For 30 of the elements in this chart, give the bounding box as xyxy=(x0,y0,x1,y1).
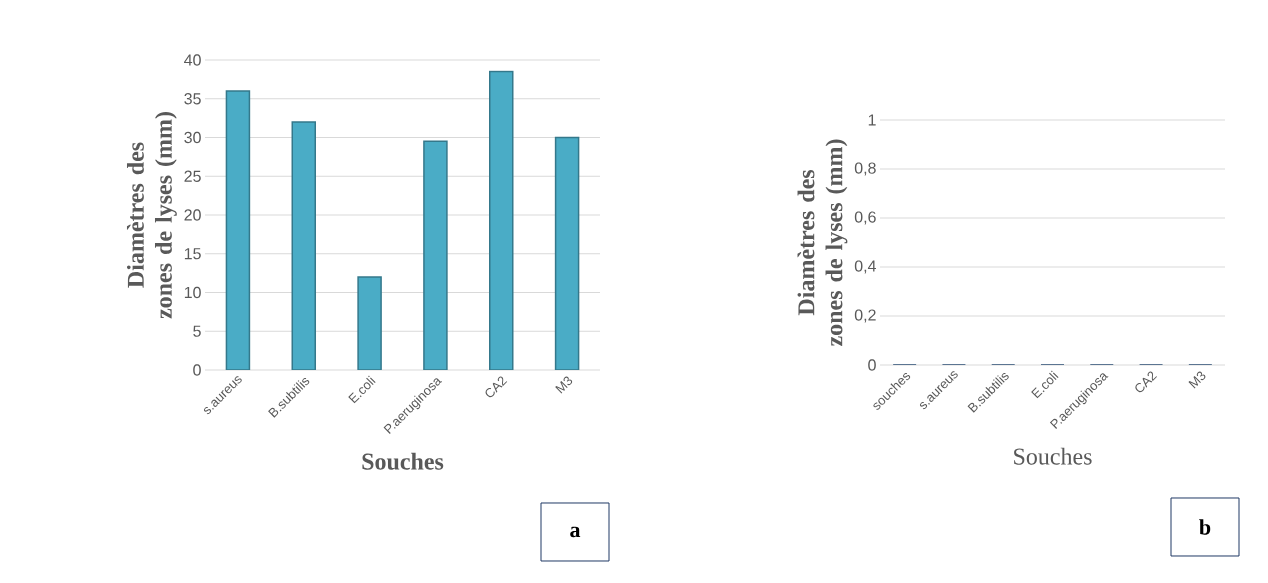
bar xyxy=(291,121,317,370)
bar xyxy=(423,140,448,370)
y-tick-label: 0 xyxy=(193,364,201,376)
y-tick-label: 25 xyxy=(184,170,201,182)
y-tick-label: 10 xyxy=(184,286,201,299)
y-tick-label: 0,6 xyxy=(854,211,876,225)
y-tick-label: 0,2 xyxy=(854,309,876,323)
x-tick-label: M3 xyxy=(555,376,573,394)
x-axis-title: Souches xyxy=(1014,447,1092,465)
y-tick-label: 35 xyxy=(184,93,201,105)
y-tick-label: 20 xyxy=(184,209,201,221)
x-axis-title: Souches xyxy=(362,452,444,470)
text: b xyxy=(1199,519,1211,535)
bar xyxy=(489,70,514,370)
x-tick-label: CA2 xyxy=(485,376,508,398)
bar xyxy=(225,90,251,370)
y-tick-label: 0 xyxy=(868,359,876,371)
y-axis-title: Diamètres des zones de lyses (mm) xyxy=(126,112,177,319)
y-axis-title: Diamètres des zones de lyses (mm) xyxy=(797,139,848,346)
y-tick-label: 5 xyxy=(193,325,201,337)
y-tick-label: 15 xyxy=(184,248,201,260)
y-tick-label: 40 xyxy=(184,54,201,66)
text: a xyxy=(570,526,581,538)
y-tick-label: 0,4 xyxy=(854,260,876,274)
x-tick-label: CA2 xyxy=(1135,371,1158,393)
y-tick-label: 1 xyxy=(868,114,876,126)
bar xyxy=(554,136,580,370)
y-tick-label: 30 xyxy=(184,131,201,144)
y-tick-label: 0,8 xyxy=(854,162,876,176)
x-tick-label: M3 xyxy=(1188,371,1206,389)
